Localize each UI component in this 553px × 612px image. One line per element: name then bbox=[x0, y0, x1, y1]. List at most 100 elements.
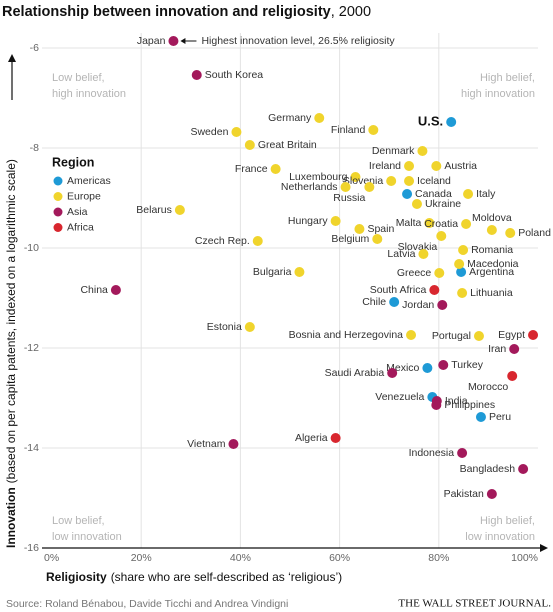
point bbox=[456, 267, 467, 277]
point bbox=[528, 330, 539, 340]
point bbox=[434, 268, 445, 278]
point-label: Latvia bbox=[387, 248, 415, 260]
point bbox=[463, 189, 474, 199]
x-tick-label: 40% bbox=[230, 552, 251, 564]
legend-label: Americas bbox=[67, 175, 111, 187]
y-tick-label: -8 bbox=[30, 142, 39, 154]
point bbox=[424, 218, 435, 228]
point-label: Ukraine bbox=[425, 198, 461, 210]
x-tick-label: 20% bbox=[131, 552, 152, 564]
point-label: Chile bbox=[362, 296, 386, 308]
point-label: Argentina bbox=[469, 266, 514, 278]
point-label: Turkey bbox=[451, 359, 483, 371]
point-label: Slovakia bbox=[398, 241, 438, 253]
point bbox=[314, 113, 325, 123]
annotation-arrowhead bbox=[180, 38, 186, 44]
title-main: Relationship between innovation and reli… bbox=[2, 4, 331, 20]
point-label: Sweden bbox=[190, 126, 228, 138]
point-label: Iceland bbox=[417, 175, 451, 187]
legend-swatch bbox=[53, 176, 63, 186]
point-label: Croatia bbox=[424, 218, 458, 230]
point-label: Czech Rep. bbox=[195, 235, 250, 247]
point bbox=[431, 161, 442, 171]
quadrant-label: high innovation bbox=[52, 88, 126, 100]
x-tick-label: 60% bbox=[329, 552, 350, 564]
legend-label: Africa bbox=[67, 221, 94, 233]
point-label: Russia bbox=[333, 192, 365, 204]
point-label: Macedonia bbox=[467, 258, 519, 270]
point bbox=[486, 489, 497, 499]
point-label: Bulgaria bbox=[253, 266, 292, 278]
point bbox=[372, 234, 383, 244]
point-label: Philippines bbox=[444, 399, 495, 411]
point bbox=[244, 322, 255, 332]
quadrant-label: High belief, bbox=[480, 515, 535, 527]
point-label: Ireland bbox=[369, 160, 401, 172]
y-label-main: Innovation bbox=[4, 487, 18, 548]
plot: U.S.CanadaArgentinaChileMexicoVenezuelaP… bbox=[80, 35, 551, 500]
point-label: India bbox=[445, 395, 468, 407]
point bbox=[475, 412, 486, 422]
point bbox=[387, 368, 398, 378]
point bbox=[505, 228, 516, 238]
point bbox=[368, 125, 379, 135]
point bbox=[418, 249, 429, 259]
y-tick-label: -6 bbox=[30, 42, 39, 54]
point bbox=[411, 199, 422, 209]
point-label: Italy bbox=[476, 188, 496, 200]
point bbox=[458, 245, 469, 255]
point bbox=[244, 140, 255, 150]
point bbox=[404, 161, 415, 171]
point bbox=[354, 224, 365, 234]
quadrant-label: Low belief, bbox=[52, 72, 105, 84]
point-label: Greece bbox=[397, 267, 432, 279]
point bbox=[110, 285, 121, 295]
point bbox=[389, 297, 400, 307]
x-arrow bbox=[540, 544, 548, 552]
point-label: Romania bbox=[471, 244, 513, 256]
y-label-note: (based on per capita patents, indexed on… bbox=[4, 159, 18, 483]
publisher: THE WALL STREET JOURNAL. bbox=[398, 598, 551, 610]
point bbox=[437, 300, 448, 310]
title-suffix: , 2000 bbox=[331, 4, 371, 20]
point-label: Luxembourg bbox=[289, 171, 348, 183]
point-label: China bbox=[80, 284, 108, 296]
point-label: Indonesia bbox=[409, 447, 455, 459]
point bbox=[252, 236, 263, 246]
point-label: Great Britain bbox=[258, 139, 317, 151]
point-label: Lithuania bbox=[470, 287, 513, 299]
quadrant-label: low innovation bbox=[465, 531, 535, 543]
point bbox=[422, 363, 433, 373]
point-label: Spain bbox=[367, 223, 394, 235]
legend-swatch bbox=[53, 207, 63, 217]
point-label: Hungary bbox=[288, 215, 328, 227]
y-tick-label: -12 bbox=[24, 342, 39, 354]
point bbox=[330, 216, 341, 226]
point-label: Slovenia bbox=[343, 175, 383, 187]
point bbox=[231, 127, 242, 137]
point bbox=[350, 172, 361, 182]
point-label: Japan bbox=[137, 35, 166, 47]
quadrant-label: Low belief, bbox=[52, 515, 105, 527]
legend-label: Asia bbox=[67, 206, 88, 218]
point bbox=[457, 288, 468, 298]
point-label: Belarus bbox=[136, 204, 172, 216]
point bbox=[168, 36, 179, 46]
point-label: Bosnia and Herzegovina bbox=[289, 329, 404, 341]
grid bbox=[42, 33, 538, 548]
annotation: Highest innovation level, 26.5% religios… bbox=[201, 35, 395, 47]
point bbox=[438, 360, 449, 370]
x-label-note: (share who are self-described as ‘religi… bbox=[111, 570, 342, 584]
point bbox=[429, 285, 440, 295]
point-label: Poland bbox=[518, 227, 551, 239]
chart-title: Relationship between innovation and reli… bbox=[2, 4, 371, 20]
point-label: Malta bbox=[396, 217, 422, 229]
point-label: Venezuela bbox=[375, 391, 424, 403]
x-tick-label: 0% bbox=[44, 552, 59, 564]
legend-title: Region bbox=[52, 155, 94, 169]
point bbox=[340, 182, 351, 192]
point-label: Algeria bbox=[295, 432, 328, 444]
point bbox=[507, 371, 518, 381]
point bbox=[294, 267, 305, 277]
